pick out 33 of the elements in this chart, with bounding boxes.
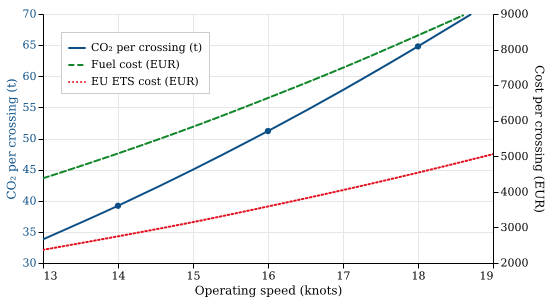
legend-label: CO₂ per crossing (t) xyxy=(91,41,202,54)
x-tick-label: 17 xyxy=(336,270,350,282)
x-tick-label: 14 xyxy=(112,270,126,282)
y2-tick-label: 9000 xyxy=(500,8,528,20)
x-tick-label: 16 xyxy=(262,270,276,282)
line-series xyxy=(43,14,464,180)
legend-label: Fuel cost (EUR) xyxy=(91,58,180,71)
y2-tick-label: 3000 xyxy=(500,220,528,234)
line-series xyxy=(43,14,472,240)
x-tick-label: 15 xyxy=(186,270,200,282)
y-tick-label: 65 xyxy=(22,38,36,52)
x-tick-label: 13 xyxy=(44,270,58,282)
y2-tick-label: 7000 xyxy=(500,78,528,92)
y-tick-label: 30 xyxy=(22,256,36,270)
y-tick-label: 55 xyxy=(22,100,36,114)
y2-tick-label: 4000 xyxy=(500,185,528,198)
legend-label: EU ETS cost (EUR) xyxy=(91,75,199,88)
y-tick-label: 35 xyxy=(22,225,36,238)
y-axis-title: CO₂ per crossing (t) xyxy=(4,78,19,200)
y2-tick-label: 5000 xyxy=(500,150,528,163)
y-tick-label: 70 xyxy=(22,8,36,20)
x-tick-label: 19 xyxy=(480,270,494,282)
y2-tick-label: 2000 xyxy=(500,256,528,270)
y-tick-label: 50 xyxy=(22,132,36,145)
y2-tick-label: 6000 xyxy=(500,114,528,128)
line-series xyxy=(43,153,493,251)
y-tick-label: 40 xyxy=(22,194,36,208)
y2-axis-title: Cost per crossing (EUR) xyxy=(532,65,546,213)
y-tick-label: 45 xyxy=(22,163,36,176)
y-tick-label: 60 xyxy=(22,70,36,83)
x-axis-title: Operating speed (knots) xyxy=(194,284,342,298)
y2-tick-label: 8000 xyxy=(500,43,528,56)
x-tick-label: 18 xyxy=(412,270,426,282)
